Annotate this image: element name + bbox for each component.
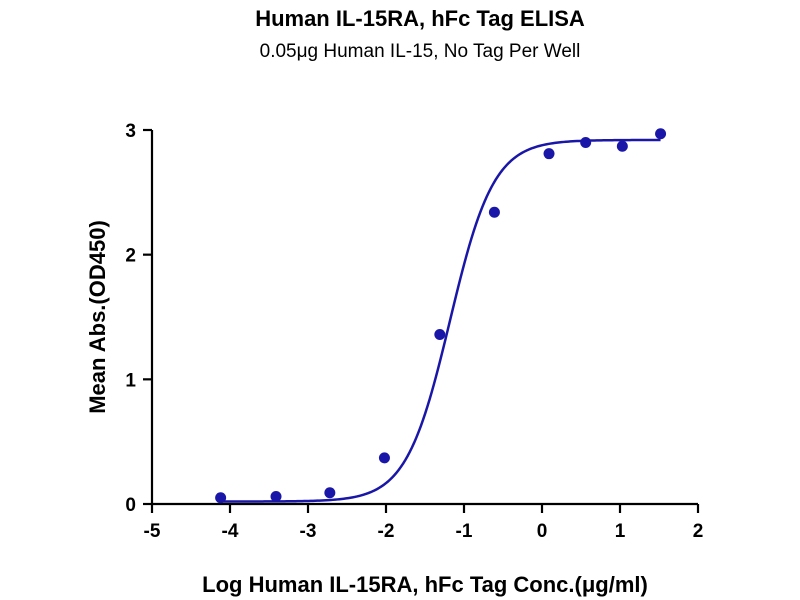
- data-points: [215, 128, 667, 504]
- x-axis-ticks: -5 -4 -3 -2 -1 0 1 2: [144, 504, 704, 542]
- fit-curve: [220, 138, 661, 503]
- x-tick-label: -4: [222, 521, 239, 542]
- y-tick-label: 3: [125, 121, 136, 142]
- y-tick-label: 2: [125, 246, 136, 267]
- y-axis-ticks: 0 1 2 3: [125, 121, 152, 516]
- data-point: [434, 328, 446, 340]
- data-point: [580, 136, 592, 148]
- chart-title: Human IL-15RA, hFc Tag ELISA: [255, 6, 585, 31]
- data-point: [324, 487, 336, 499]
- x-axis-title: Log Human IL-15RA, hFc Tag Conc.(μg/ml): [202, 572, 648, 597]
- y-tick-label: 1: [125, 370, 136, 391]
- x-tick-label: -1: [456, 521, 473, 542]
- x-tick-label: 2: [693, 521, 704, 542]
- x-tick-label: -2: [378, 521, 395, 542]
- data-point: [378, 452, 390, 464]
- y-tick-label: 0: [125, 495, 136, 516]
- data-point: [616, 140, 628, 152]
- x-tick-label: 1: [615, 521, 626, 542]
- axes: [150, 130, 698, 506]
- x-tick-label: -5: [144, 521, 161, 542]
- data-point: [488, 206, 500, 218]
- data-point: [543, 148, 555, 160]
- y-axis-title: Mean Abs.(OD450): [85, 220, 110, 414]
- data-point: [270, 491, 282, 503]
- x-tick-label: -3: [300, 521, 317, 542]
- chart-subtitle: 0.05μg Human IL-15, No Tag Per Well: [260, 41, 581, 62]
- data-point: [215, 492, 227, 504]
- x-tick-label: 0: [537, 521, 548, 542]
- data-point: [655, 128, 667, 140]
